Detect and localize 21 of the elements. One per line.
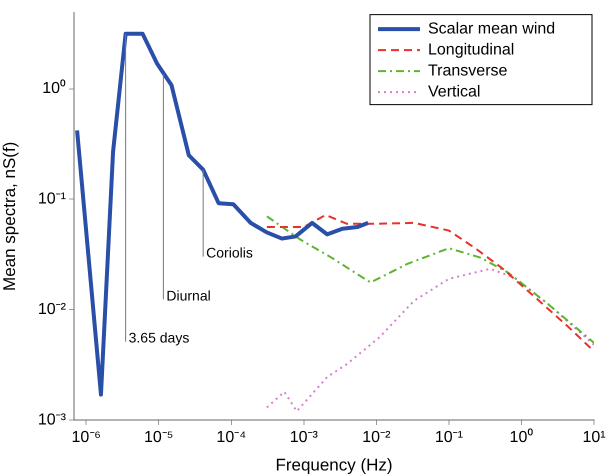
x-tick-label: 10⁻⁵	[144, 429, 174, 446]
y-tick-label: 10⁰	[42, 79, 66, 98]
annotation: Diurnal	[166, 287, 211, 304]
x-tick-label: 10⁻³	[290, 429, 319, 446]
legend-label: Longitudinal	[428, 42, 514, 59]
y-tick-label: 10⁻¹	[38, 190, 66, 208]
legend-label: Transverse	[428, 62, 508, 80]
x-tick-label: 10⁻²	[362, 429, 392, 446]
x-tick-label: 10⁰	[510, 428, 534, 446]
annotation: 3.65 days	[128, 330, 190, 346]
x-axis-title: Frequency (Hz)	[275, 455, 393, 474]
y-tick-label: 10⁻³	[38, 411, 67, 428]
x-tick-label: 10⁻⁶	[71, 429, 101, 446]
annotation: Coriolis	[206, 244, 253, 261]
x-tick-label: 10⁻¹	[434, 429, 463, 446]
x-tick-label: 10⁻⁴	[216, 429, 246, 446]
x-tick-label: 10¹	[582, 429, 606, 446]
legend-label: Vertical	[428, 84, 480, 101]
legend-label: Scalar mean wind	[428, 20, 556, 38]
y-tick-label: 10⁻²	[38, 301, 67, 318]
y-axis-title: Mean spectra, nS(f)	[0, 142, 19, 291]
